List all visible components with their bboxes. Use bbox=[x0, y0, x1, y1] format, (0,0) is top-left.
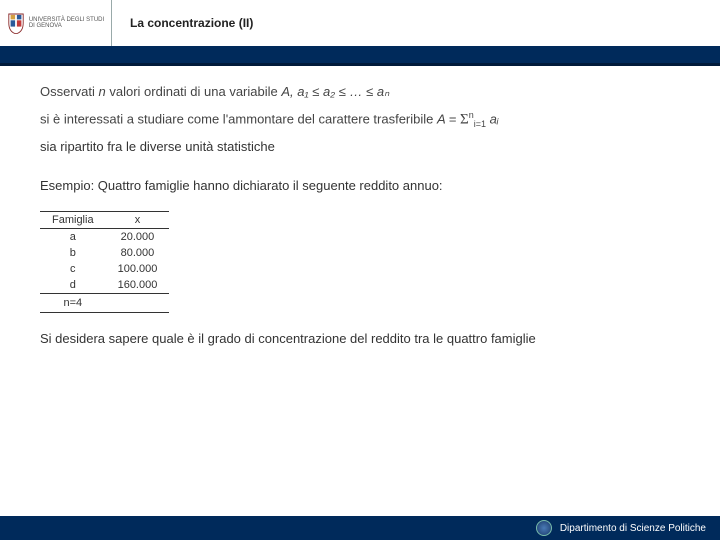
col-x: x bbox=[106, 211, 170, 228]
cell-x: 20.000 bbox=[106, 228, 170, 245]
t: si è interessati a studiare come l'ammon… bbox=[40, 111, 437, 126]
content: Osservati n valori ordinati di una varia… bbox=[0, 66, 720, 346]
dept-label: Dipartimento di Scienze Politiche bbox=[560, 523, 706, 534]
cell-famiglia: b bbox=[40, 245, 106, 261]
uni-name: UNIVERSITÀ DEGLI STUDI DI GENOVA bbox=[29, 17, 104, 29]
final-para: Si desidera sapere quale è il grado di c… bbox=[40, 331, 680, 346]
table-row: c100.000 bbox=[40, 261, 169, 277]
cell-famiglia: d bbox=[40, 277, 106, 294]
header-bar bbox=[0, 46, 720, 66]
shield-icon bbox=[7, 12, 25, 34]
n-empty bbox=[106, 293, 170, 312]
n-label: n=4 bbox=[40, 293, 106, 312]
t: valori ordinati di una variabile bbox=[109, 84, 281, 99]
cell-x: 80.000 bbox=[106, 245, 170, 261]
income-table: Famiglia x a20.000b80.000c100.000d160.00… bbox=[40, 211, 169, 313]
table-row: b80.000 bbox=[40, 245, 169, 261]
table-body: a20.000b80.000c100.000d160.000 bbox=[40, 228, 169, 293]
t: = bbox=[449, 111, 460, 126]
col-famiglia: Famiglia bbox=[40, 211, 106, 228]
header: UNIVERSITÀ DEGLI STUDI DI GENOVA La conc… bbox=[0, 0, 720, 46]
cell-famiglia: a bbox=[40, 228, 106, 245]
cell-x: 100.000 bbox=[106, 261, 170, 277]
t: Osservati bbox=[40, 84, 99, 99]
t: A bbox=[437, 111, 449, 126]
math-line-1: Osservati n valori ordinati di una varia… bbox=[40, 84, 680, 100]
table-row: a20.000 bbox=[40, 228, 169, 245]
t: n bbox=[99, 84, 110, 99]
slide-title: La concentrazione (II) bbox=[112, 16, 253, 30]
t: i=1 bbox=[474, 119, 486, 129]
cell-x: 160.000 bbox=[106, 277, 170, 294]
uni-logo: UNIVERSITÀ DEGLI STUDI DI GENOVA bbox=[0, 0, 112, 46]
t: aᵢ bbox=[486, 111, 498, 126]
cell-famiglia: c bbox=[40, 261, 106, 277]
footer: Dipartimento di Scienze Politiche bbox=[0, 516, 720, 540]
table-n-row: n=4 bbox=[40, 293, 169, 312]
table-row: d160.000 bbox=[40, 277, 169, 294]
t: a₁ ≤ a₂ ≤ … ≤ aₙ bbox=[297, 84, 389, 99]
example-intro: Esempio: Quattro famiglie hanno dichiara… bbox=[40, 178, 680, 193]
uni-line2: DI GENOVA bbox=[29, 23, 104, 29]
math-line-2: si è interessati a studiare come l'ammon… bbox=[40, 110, 680, 129]
sigma: Σ bbox=[460, 111, 469, 127]
seal-icon bbox=[536, 520, 552, 536]
para-1: sia ripartito fra le diverse unità stati… bbox=[40, 139, 680, 154]
t: A, bbox=[281, 84, 297, 99]
